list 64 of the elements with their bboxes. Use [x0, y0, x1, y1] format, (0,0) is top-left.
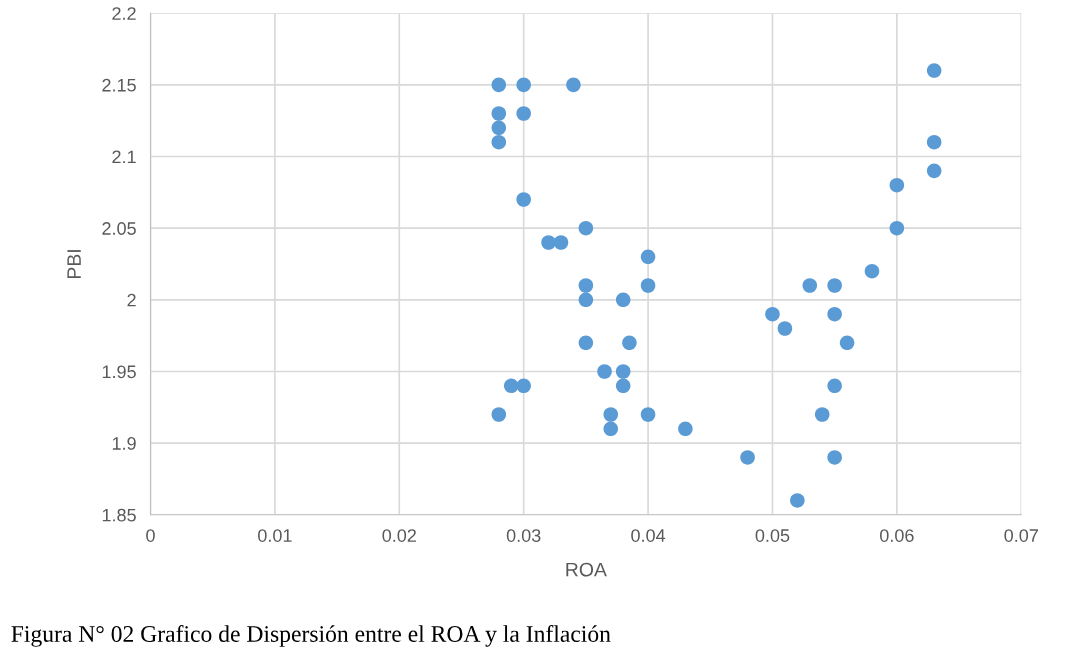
point — [790, 493, 805, 508]
point — [578, 278, 594, 293]
point — [926, 163, 942, 179]
point — [516, 106, 531, 121]
point — [503, 378, 519, 394]
point — [926, 134, 942, 150]
y-tick-label: 1.85 — [102, 508, 136, 522]
x-tick-label: 0 — [146, 529, 155, 542]
point — [678, 421, 693, 437]
y-tick-label: 1.95 — [102, 365, 136, 379]
point — [827, 306, 842, 322]
point — [640, 407, 656, 422]
point — [491, 77, 507, 93]
point — [578, 335, 594, 351]
point — [889, 220, 905, 236]
point — [615, 292, 631, 308]
point — [553, 235, 569, 250]
point — [603, 421, 619, 437]
point — [802, 278, 818, 293]
point — [622, 335, 637, 351]
y-axis-title: PBI — [67, 250, 81, 279]
point — [926, 63, 942, 78]
point — [740, 450, 755, 465]
y-tick-label: 2.05 — [102, 222, 136, 235]
point — [491, 106, 507, 121]
point — [578, 220, 594, 236]
y-tick-label: 1.9 — [112, 437, 136, 450]
point — [566, 77, 581, 93]
y-tick-label: 2.1 — [112, 150, 136, 164]
point — [516, 192, 531, 207]
y-tick-label: 2.15 — [102, 78, 136, 92]
point — [615, 378, 631, 394]
point — [814, 407, 830, 422]
point — [777, 321, 793, 336]
y-tick-label: 2 — [127, 293, 136, 307]
point — [516, 77, 531, 93]
point — [640, 249, 656, 265]
x-axis-title: ROA — [566, 562, 607, 577]
point — [603, 407, 619, 422]
x-tick-label: 0.07 — [1004, 529, 1038, 542]
point — [827, 278, 842, 293]
x-tick-label: 0.04 — [631, 529, 666, 542]
point — [827, 378, 842, 394]
point — [765, 306, 780, 322]
x-tick-label: 0.02 — [382, 529, 416, 542]
point — [839, 335, 855, 351]
point — [615, 364, 631, 379]
x-tick-label: 0.06 — [879, 529, 914, 542]
point — [491, 120, 507, 136]
point — [541, 235, 556, 250]
point — [889, 177, 905, 193]
x-tick-label: 0.05 — [755, 529, 790, 542]
point — [491, 407, 507, 422]
point — [597, 364, 612, 379]
point — [516, 378, 531, 394]
x-tick-label: 0.01 — [258, 529, 292, 542]
text: Figura N° 02 Grafico de Dispersión entre el ROA y la Inflación — [11, 625, 611, 647]
point — [640, 278, 656, 293]
x-tick-label: 0.03 — [506, 529, 541, 542]
point — [827, 450, 842, 465]
y-tick-label: 2.2 — [112, 7, 136, 20]
point — [578, 292, 594, 308]
point — [491, 134, 507, 150]
point — [864, 263, 880, 279]
